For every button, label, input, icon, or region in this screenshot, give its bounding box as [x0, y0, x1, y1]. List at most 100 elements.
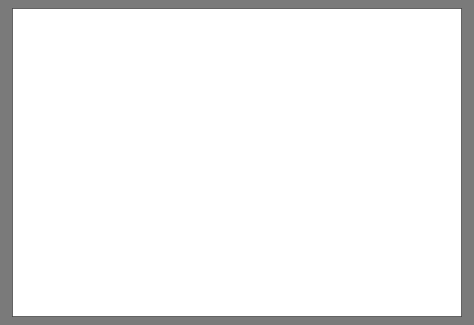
Text: 0.1793: 0.1793 — [79, 305, 105, 314]
Text: 0.0312: 0.0312 — [313, 167, 340, 176]
Text: Gauge
Decimal
(inches): Gauge Decimal (inches) — [80, 93, 104, 110]
Text: 0.0239: 0.0239 — [79, 152, 105, 161]
Text: 2.5200: 2.5200 — [373, 213, 400, 222]
Text: 3.2810: 3.2810 — [255, 228, 281, 237]
Text: 0.0625: 0.0625 — [313, 213, 340, 222]
Text: 0.1380: 0.1380 — [196, 274, 222, 283]
Text: 8: 8 — [34, 290, 39, 298]
Text: Weaver: Weaver — [397, 20, 453, 33]
Text: 1.6560: 1.6560 — [255, 183, 281, 191]
FancyBboxPatch shape — [12, 256, 462, 271]
Text: 0.1875: 0.1875 — [313, 305, 340, 314]
Text: 2.6560: 2.6560 — [255, 213, 281, 222]
Text: 0.9060: 0.9060 — [254, 137, 281, 146]
Text: 6.8750: 6.8750 — [137, 290, 164, 298]
Text: 22: 22 — [31, 167, 41, 176]
FancyBboxPatch shape — [12, 8, 462, 317]
Text: 0.0478: 0.0478 — [79, 198, 105, 207]
Text: 0.7560: 0.7560 — [373, 137, 400, 146]
Text: 1.2600: 1.2600 — [373, 167, 400, 176]
Text: 0.0598: 0.0598 — [79, 213, 105, 222]
Text: 18: 18 — [31, 198, 42, 207]
FancyBboxPatch shape — [12, 240, 462, 256]
Text: 5.7810: 5.7810 — [255, 274, 281, 283]
Text: 1.2500: 1.2500 — [137, 167, 164, 176]
Text: 28: 28 — [31, 122, 42, 130]
Text: 0.0747: 0.0747 — [79, 228, 105, 237]
Text: 7: 7 — [34, 305, 39, 314]
Text: 7.5000: 7.5000 — [137, 305, 164, 314]
Text: 0.0187: 0.0187 — [313, 137, 340, 146]
FancyBboxPatch shape — [12, 210, 462, 225]
Text: 1.0000: 1.0000 — [137, 152, 164, 161]
Text: 0.1406: 0.1406 — [313, 274, 340, 283]
FancyBboxPatch shape — [12, 225, 462, 240]
Text: 0.0280: 0.0280 — [196, 152, 222, 161]
Text: 5.0400: 5.0400 — [373, 259, 400, 268]
Text: 6.9300: 6.9300 — [373, 290, 400, 298]
Text: 26: 26 — [31, 137, 41, 146]
FancyBboxPatch shape — [12, 271, 462, 286]
Text: 16: 16 — [31, 213, 41, 222]
Text: 0.1680: 0.1680 — [196, 290, 222, 298]
Text: 0.0375: 0.0375 — [313, 183, 340, 191]
Text: 3.1250: 3.1250 — [137, 228, 164, 237]
Text: 0.0500: 0.0500 — [313, 198, 340, 207]
Text: 4.5310: 4.5310 — [255, 244, 281, 253]
Text: Weight
(lb/ft²): Weight (lb/ft²) — [140, 95, 161, 108]
Text: 0.0400: 0.0400 — [196, 183, 222, 191]
Text: Stainless Steel: Stainless Steel — [311, 68, 398, 78]
Text: 0.6250: 0.6250 — [137, 122, 164, 130]
Text: 0.0359: 0.0359 — [79, 183, 105, 191]
Text: 1.5120: 1.5120 — [373, 183, 400, 191]
Text: 2.0000: 2.0000 — [137, 198, 164, 207]
Text: 0.0790: 0.0790 — [196, 228, 222, 237]
FancyBboxPatch shape — [12, 286, 462, 302]
Text: 5.6700: 5.6700 — [373, 274, 400, 283]
Text: 12: 12 — [31, 244, 41, 253]
Text: 0.7810: 0.7810 — [255, 122, 281, 130]
Text: 1.0080: 1.0080 — [373, 152, 400, 161]
Text: Gauge
Decimal
(inches): Gauge Decimal (inches) — [314, 93, 339, 110]
Text: 0.1046: 0.1046 — [79, 244, 105, 253]
Text: 1.5000: 1.5000 — [137, 183, 164, 191]
Text: 0.0220: 0.0220 — [196, 137, 222, 146]
Text: 1.4060: 1.4060 — [255, 167, 281, 176]
Text: 0.0250: 0.0250 — [313, 152, 340, 161]
Text: 24: 24 — [31, 152, 41, 161]
Text: Gauge
Decimal
(inches): Gauge Decimal (inches) — [197, 93, 221, 110]
Text: 10: 10 — [31, 274, 41, 283]
FancyBboxPatch shape — [12, 118, 462, 134]
Text: Weight
(lb/ft²): Weight (lb/ft²) — [257, 95, 278, 108]
Text: 0.0179: 0.0179 — [79, 137, 105, 146]
Text: 0.0640: 0.0640 — [196, 213, 222, 222]
Text: 11: 11 — [31, 259, 41, 268]
Text: STEEL BUILDING SERVICE: STEEL BUILDING SERVICE — [398, 44, 453, 48]
Text: 0.0156: 0.0156 — [313, 122, 340, 130]
Text: 0.7500: 0.7500 — [137, 137, 164, 146]
Text: 5.6250: 5.6250 — [137, 274, 164, 283]
Text: 0.0299: 0.0299 — [79, 167, 105, 176]
Text: 2.1560: 2.1560 — [255, 198, 281, 207]
Text: 0.1250: 0.1250 — [313, 259, 340, 268]
Text: 2.5000: 2.5000 — [137, 213, 164, 222]
Text: 0.1196: 0.1196 — [79, 259, 105, 268]
Text: Sheet Steel: Sheet Steel — [85, 68, 153, 78]
Text: 0.0520: 0.0520 — [196, 198, 222, 207]
Text: 4.4100: 4.4100 — [373, 244, 400, 253]
FancyBboxPatch shape — [12, 302, 462, 317]
Text: 0.0190: 0.0190 — [196, 122, 222, 130]
Text: 5.1560: 5.1560 — [255, 259, 281, 268]
Text: 4.3750: 4.3750 — [137, 244, 164, 253]
FancyBboxPatch shape — [12, 62, 462, 118]
Text: 3.1500: 3.1500 — [373, 228, 400, 237]
Text: 14: 14 — [31, 228, 41, 237]
Text: Weight
(lb/ft²): Weight (lb/ft²) — [376, 95, 397, 108]
Text: Galvanized Steel: Galvanized Steel — [187, 68, 285, 78]
Text: 1.1560: 1.1560 — [255, 152, 281, 161]
Text: 0.0781: 0.0781 — [313, 228, 340, 237]
Text: 0.0340: 0.0340 — [196, 167, 222, 176]
Text: 0.1345: 0.1345 — [79, 274, 105, 283]
Text: 0.1230: 0.1230 — [196, 259, 222, 268]
Text: 7.0310: 7.0310 — [255, 290, 281, 298]
